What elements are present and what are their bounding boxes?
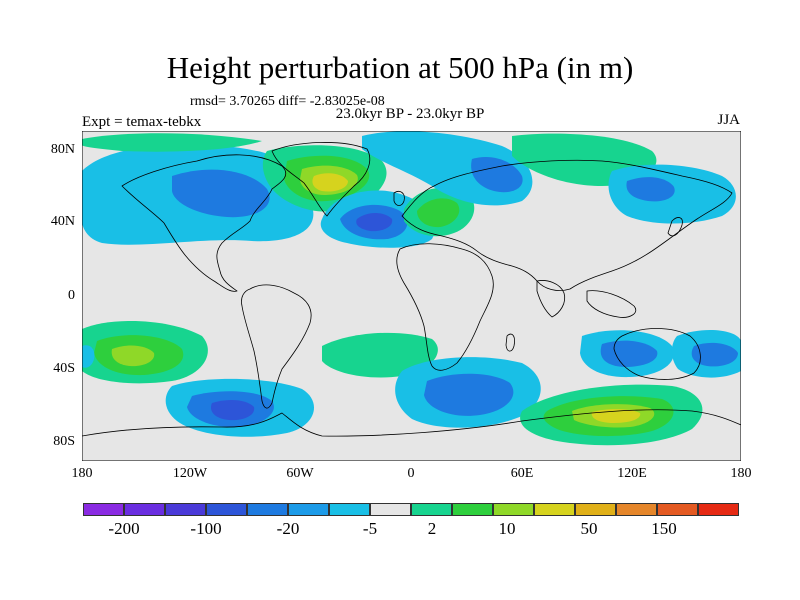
colorbar-label: -200 [108, 519, 140, 538]
period-subtitle: 23.0kyr BP - 23.0kyr BP [335, 106, 485, 122]
colorbar-swatch [83, 503, 124, 516]
lat-label-40s: 40S [53, 361, 75, 376]
coastline-greenland [271, 142, 371, 217]
coastline-south-america [241, 284, 312, 409]
colorbar-swatch [493, 503, 534, 516]
season-label: JJA [717, 112, 740, 128]
colorbar [83, 503, 739, 516]
lon-label-0: 0 [407, 466, 415, 481]
contour-darkblue-north-atlantic [356, 213, 393, 232]
colorbar-swatch [575, 503, 616, 516]
contour-blue-north-america [172, 169, 270, 218]
colorbar-swatch [698, 503, 739, 516]
coastline-uk [393, 191, 405, 206]
coastline-north-america [121, 154, 287, 292]
coastline-europe-asia [401, 159, 733, 291]
contour-yellowgreen-south-pacific [111, 345, 155, 367]
colorbar-swatch [247, 503, 288, 516]
colorbar-swatch [124, 503, 165, 516]
coastlines [82, 142, 741, 461]
colorbar-label: -100 [190, 519, 222, 538]
coastline-madagascar [505, 333, 515, 352]
contour-blue-siberia [471, 156, 523, 193]
contour-yellow-greenland [312, 173, 348, 192]
colorbar-swatch [165, 503, 206, 516]
contour-green-north-pacific [82, 133, 262, 152]
height-perturbation-map [82, 131, 741, 461]
coastline-southeast-asia [586, 290, 637, 318]
colorbar-swatch [534, 503, 575, 516]
lat-label-0: 0 [68, 288, 75, 303]
colorbar-swatch [288, 503, 329, 516]
lon-label-180w: 180 [71, 466, 93, 481]
colorbar-swatch [329, 503, 370, 516]
colorbar-swatch [370, 503, 411, 516]
lon-label-180e: 180 [730, 466, 752, 481]
contour-blue-east-asia [626, 177, 675, 202]
coastline-africa [396, 243, 494, 371]
lat-label-80s: 80S [53, 434, 75, 449]
colorbar-label: -5 [362, 519, 378, 538]
lon-label-120w: 120W [172, 466, 208, 481]
colorbar-swatch [616, 503, 657, 516]
lat-label-80n: 80N [50, 142, 75, 157]
colorbar-swatch [411, 503, 452, 516]
coastline-australia [613, 328, 701, 380]
coastline-japan [667, 217, 683, 237]
coastline-antarctica [82, 409, 741, 461]
lon-label-120e: 120E [617, 466, 647, 481]
lon-label-60w: 60W [286, 466, 314, 481]
experiment-label: Expt = temax-tebkx [82, 114, 202, 130]
colorbar-label: 2 [427, 519, 437, 538]
contour-fields [82, 131, 741, 446]
contour-darkblue-south-pacific [210, 399, 255, 421]
colorbar-label: 10 [498, 519, 516, 538]
colorbar-label: 150 [651, 519, 677, 538]
colorbar-swatch [657, 503, 698, 516]
contour-blue-australia-west [600, 340, 658, 367]
rmsd-diff-label: rmsd= 3.70265 diff= -2.83025e-08 [190, 94, 385, 109]
colorbar-label: -20 [276, 519, 300, 538]
coastline-india [536, 280, 566, 318]
lon-label-60e: 60E [510, 466, 534, 481]
colorbar-swatch [206, 503, 247, 516]
contour-blue-australia-east [691, 342, 738, 367]
map-title: Height perturbation at 500 hPa (in m) [166, 50, 634, 85]
contour-lime-europe [417, 198, 460, 228]
contour-green-south-atlantic [322, 332, 438, 378]
contour-cyan-southern-ocean-west [82, 345, 95, 368]
contour-blue-south-atlantic [424, 373, 514, 416]
lat-label-40n: 40N [50, 214, 75, 229]
colorbar-label: 50 [580, 519, 598, 538]
colorbar-swatch [452, 503, 493, 516]
